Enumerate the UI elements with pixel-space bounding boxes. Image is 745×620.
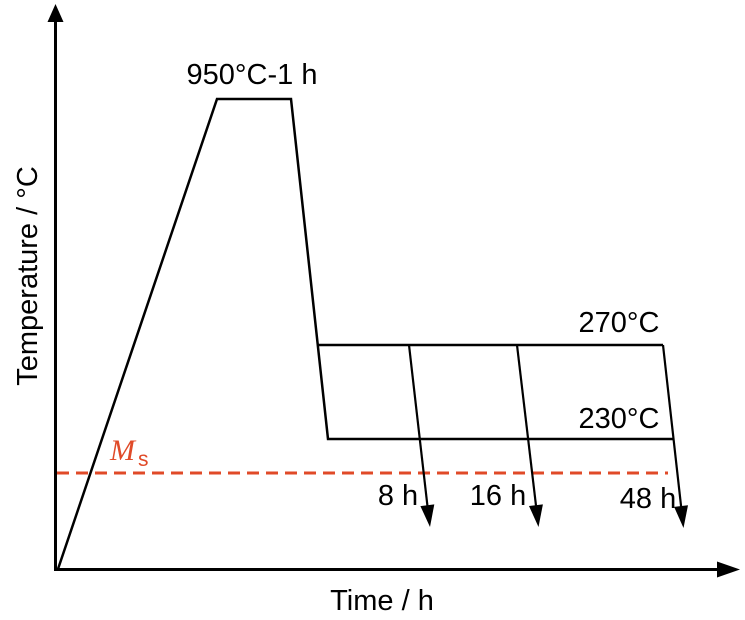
heat-profile-line [56, 97, 673, 570]
cooling-arrow-8h-head [420, 504, 435, 527]
x-axis-label: Time / h [330, 585, 434, 617]
cooling-arrow-48h-head [674, 505, 688, 528]
ms-label-subscript: s [138, 448, 149, 471]
temp-230-label: 230°C [579, 403, 660, 435]
cooling-arrow-48h-line [661, 344, 683, 511]
ms-label: M [109, 434, 137, 467]
cooling-arrow-8h-line [407, 344, 429, 510]
temp-270-label: 270°C [579, 307, 660, 339]
x-axis-arrowhead [717, 561, 740, 578]
y-axis-label: Temperature / °C [12, 166, 44, 386]
y-axis-arrowhead [47, 4, 64, 22]
cooling-arrow-16h-line [515, 344, 538, 510]
cooling-arrow-16h-head [529, 504, 543, 527]
hold-8h-label: 8 h [378, 480, 418, 512]
austenitization-label: 950°C-1 h [187, 59, 318, 91]
hold-48h-label: 48 h [620, 483, 676, 515]
hold-16h-label: 16 h [470, 480, 526, 512]
